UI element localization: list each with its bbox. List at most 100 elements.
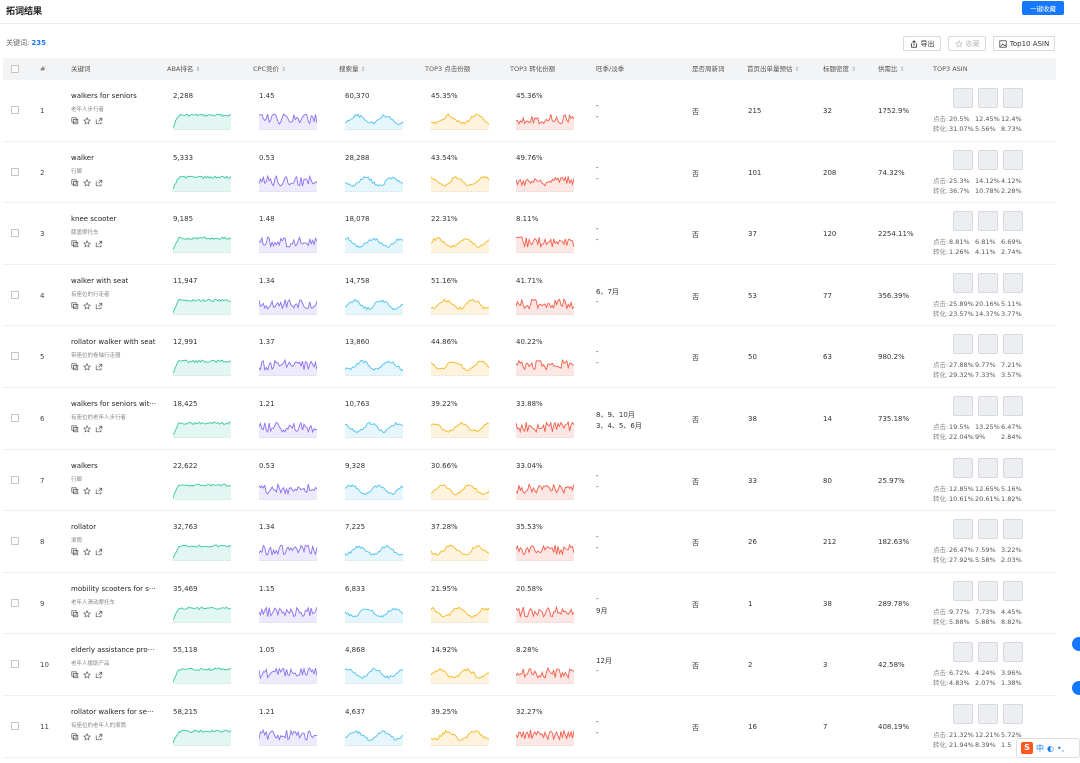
asin-thumbnail[interactable] [1003, 580, 1023, 601]
asin-thumbnail[interactable] [978, 272, 998, 293]
row-checkbox[interactable] [11, 660, 19, 669]
keyword-text[interactable]: walkers for seniors wit··· [71, 400, 157, 408]
share-icon[interactable] [95, 302, 103, 310]
floating-assist-button-2[interactable] [1072, 681, 1080, 695]
asin-thumbnail[interactable] [978, 211, 998, 232]
keyword-text[interactable]: walker [71, 153, 94, 162]
asin-thumbnail[interactable] [953, 211, 973, 232]
asin-thumbnail[interactable] [953, 396, 973, 416]
select-all-checkbox[interactable] [11, 65, 19, 73]
ime-indicator[interactable]: S 中 ◐ •, [1016, 738, 1080, 758]
star-icon[interactable] [83, 671, 91, 679]
star-icon[interactable] [83, 486, 91, 495]
star-icon[interactable] [83, 548, 91, 556]
row-checkbox[interactable] [11, 537, 19, 546]
asin-thumbnail[interactable] [978, 457, 998, 478]
asin-thumbnail[interactable] [953, 88, 973, 108]
keyword-text[interactable]: rollator walker with seat [71, 338, 156, 347]
star-icon[interactable] [83, 363, 91, 371]
top10-asin-button[interactable]: Top10 ASIN [993, 36, 1055, 51]
star-icon[interactable] [83, 240, 91, 248]
row-checkbox[interactable] [11, 290, 19, 299]
row-checkbox[interactable] [11, 352, 19, 361]
asin-thumbnail[interactable] [1003, 704, 1023, 724]
copy-icon[interactable] [71, 548, 79, 556]
asin-thumbnail[interactable] [978, 704, 998, 724]
share-icon[interactable] [95, 548, 103, 556]
copy-icon[interactable] [71, 363, 79, 371]
share-icon[interactable] [95, 610, 103, 618]
keyword-text[interactable]: mobility scooters for s··· [71, 584, 156, 593]
copy-icon[interactable] [71, 487, 79, 495]
keyword-text[interactable]: rollator [71, 523, 97, 532]
asin-thumbnail[interactable] [953, 149, 973, 170]
collect-all-button[interactable]: 一键收藏 [1022, 1, 1064, 15]
asin-thumbnail[interactable] [978, 88, 998, 108]
share-icon[interactable] [95, 425, 103, 433]
asin-thumbnail[interactable] [1003, 642, 1023, 663]
row-checkbox[interactable] [11, 722, 19, 730]
share-icon[interactable] [95, 671, 103, 679]
export-button[interactable]: 导出 [903, 36, 941, 51]
col-search-volume[interactable]: 搜索量 ⇕ [339, 65, 366, 73]
keyword-text[interactable]: walkers [71, 461, 98, 470]
keyword-text[interactable]: elderly assistance pro··· [71, 646, 155, 655]
asin-thumbnail[interactable] [1003, 272, 1023, 293]
asin-thumbnail[interactable] [978, 334, 998, 355]
col-supply-demand[interactable]: 供需比 ⇕ [878, 65, 905, 73]
star-icon[interactable] [83, 609, 91, 618]
col-cpc[interactable]: CPC竞价 ⇕ [253, 65, 287, 73]
copy-icon[interactable] [71, 117, 79, 125]
copy-icon[interactable] [71, 179, 79, 187]
copy-icon[interactable] [71, 240, 79, 248]
asin-thumbnail[interactable] [978, 519, 998, 540]
share-icon[interactable] [95, 363, 103, 371]
copy-icon[interactable] [71, 610, 79, 618]
share-icon[interactable] [95, 733, 103, 741]
asin-thumbnail[interactable] [1003, 396, 1023, 416]
star-icon[interactable] [83, 178, 91, 187]
star-icon[interactable] [83, 117, 91, 125]
copy-icon[interactable] [71, 671, 79, 679]
col-first-page-orders[interactable]: 首页出单量预估 ⇕ [747, 65, 800, 73]
asin-thumbnail[interactable] [953, 519, 973, 540]
share-icon[interactable] [95, 179, 103, 187]
asin-thumbnail[interactable] [1003, 457, 1023, 478]
asin-thumbnail[interactable] [953, 704, 973, 724]
asin-thumbnail[interactable] [1003, 334, 1023, 355]
asin-thumbnail[interactable] [953, 642, 973, 663]
row-checkbox[interactable] [11, 106, 19, 114]
share-icon[interactable] [95, 487, 103, 495]
asin-thumbnail[interactable] [1003, 519, 1023, 540]
col-aba-rank[interactable]: ABA排名 ⇕ [167, 65, 201, 73]
asin-thumbnail[interactable] [953, 457, 973, 478]
asin-thumbnail[interactable] [978, 149, 998, 170]
star-icon[interactable] [83, 425, 91, 433]
share-icon[interactable] [95, 240, 103, 248]
row-checkbox[interactable] [11, 414, 19, 422]
asin-thumbnail[interactable] [1003, 149, 1023, 170]
copy-icon[interactable] [71, 733, 79, 741]
favorite-button[interactable]: 收藏 [948, 36, 986, 51]
asin-thumbnail[interactable] [953, 580, 973, 601]
share-icon[interactable] [95, 117, 103, 125]
asin-thumbnail[interactable] [978, 580, 998, 601]
asin-thumbnail[interactable] [953, 334, 973, 355]
keyword-text[interactable]: walker with seat [71, 276, 129, 285]
star-icon[interactable] [83, 301, 91, 310]
row-checkbox[interactable] [11, 475, 19, 484]
row-checkbox[interactable] [11, 229, 19, 238]
asin-thumbnail[interactable] [953, 272, 973, 293]
col-title-density[interactable]: 标题密度 ⇕ [823, 65, 857, 73]
asin-thumbnail[interactable] [978, 396, 998, 416]
asin-thumbnail[interactable] [1003, 88, 1023, 108]
floating-assist-button[interactable] [1072, 637, 1080, 651]
keyword-text[interactable]: knee scooter [71, 215, 117, 224]
copy-icon[interactable] [71, 302, 79, 310]
star-icon[interactable] [83, 733, 91, 741]
asin-thumbnail[interactable] [978, 642, 998, 663]
row-checkbox[interactable] [11, 167, 19, 176]
keyword-text[interactable]: rollator walkers for se··· [71, 708, 154, 716]
row-checkbox[interactable] [11, 598, 19, 607]
copy-icon[interactable] [71, 425, 79, 433]
